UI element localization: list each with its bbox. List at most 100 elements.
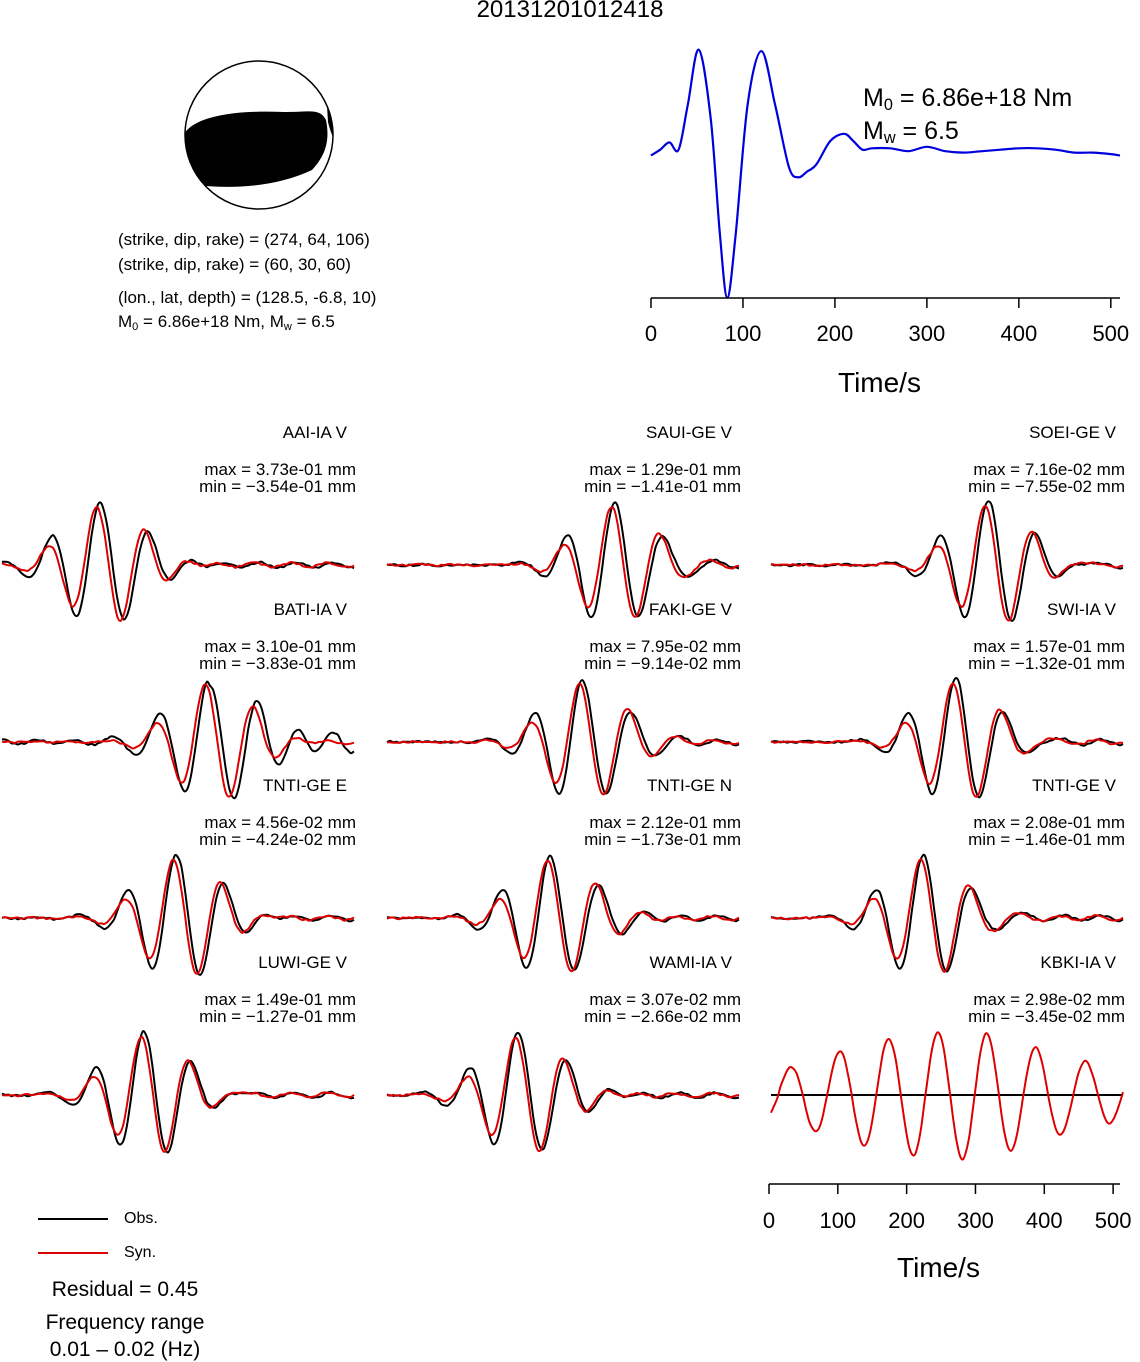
beachball-compression (185, 111, 328, 187)
stf-tick-label: 400 (1000, 321, 1037, 346)
stf-tick-label: 100 (725, 321, 762, 346)
beachball-outline (184, 60, 334, 210)
stf-mw-prefix: M (863, 117, 884, 145)
legend-lines (38, 1218, 108, 1254)
observed-trace (1, 680, 355, 800)
station-label: SAUI-GE V (646, 423, 733, 442)
legend-syn-label: Syn. (124, 1244, 157, 1261)
stf-mw-value: = 6.5 (895, 117, 959, 145)
stf-mw-label: Mw = 6.5 (863, 117, 959, 146)
min-amplitude-label: min = −9.14e-02 mm (584, 654, 741, 673)
moment-value: = 6.86e+18 Nm, M (138, 312, 284, 331)
min-amplitude-label: min = −7.55e-02 mm (968, 477, 1125, 496)
wave-x-label: Time/s (897, 1252, 980, 1283)
min-amplitude-label: min = −1.73e-01 mm (584, 830, 741, 849)
synthetic-trace (386, 1036, 740, 1153)
synthetic-trace (386, 682, 740, 796)
moment-sub: 0 (132, 320, 139, 333)
observed-trace (386, 1031, 740, 1151)
event-moment: M0 = 6.86e+18 Nm, Mw = 6.5 (118, 312, 335, 332)
wave-tick-label: 0 (763, 1208, 775, 1230)
station-label: SWI-IA V (1047, 600, 1117, 619)
station-label: WAMI-IA V (650, 953, 733, 972)
max-amplitude-label: max = 2.08e-01 mm (973, 813, 1125, 832)
synthetic-trace (1, 858, 355, 975)
max-amplitude-label: max = 1.57e-01 mm (973, 637, 1125, 656)
wave-tick-label: 100 (819, 1208, 856, 1230)
station-label: BATI-IA V (274, 600, 348, 619)
min-amplitude-label: min = −1.27e-01 mm (199, 1007, 356, 1026)
min-amplitude-label: min = −1.41e-01 mm (584, 477, 741, 496)
stf-m0-sub: 0 (883, 96, 893, 115)
max-amplitude-label: max = 4.56e-02 mm (204, 813, 356, 832)
max-amplitude-label: max = 3.07e-02 mm (589, 990, 741, 1009)
min-amplitude-label: min = −2.66e-02 mm (584, 1007, 741, 1026)
mw-sub: w (283, 320, 292, 333)
max-amplitude-label: max = 1.29e-01 mm (589, 460, 741, 479)
synthetic-trace (770, 1031, 1124, 1161)
max-amplitude-label: max = 2.98e-02 mm (973, 990, 1125, 1009)
wave-tick-label: 400 (1026, 1208, 1063, 1230)
wave-tick-label: 300 (957, 1208, 994, 1230)
stf-x-label: Time/s (838, 367, 921, 398)
stf-m0-prefix: M (863, 84, 884, 112)
nodal-plane-2: (strike, dip, rake) = (60, 30, 60) (118, 255, 351, 274)
stf-ticks: 0 100 200 300 400 500 (645, 298, 1129, 346)
min-amplitude-label: min = −1.46e-01 mm (968, 830, 1125, 849)
max-amplitude-label: max = 3.73e-01 mm (204, 460, 356, 479)
synthetic-trace (770, 504, 1124, 622)
stf-tick-label: 500 (1092, 321, 1129, 346)
min-amplitude-label: min = −3.54e-01 mm (199, 477, 356, 496)
min-amplitude-label: min = −3.45e-02 mm (968, 1007, 1125, 1026)
stf-tick-label: 0 (645, 321, 657, 346)
frequency-value: 0.01 – 0.02 (Hz) (49, 1338, 201, 1361)
residual-label: Residual = 0.45 (51, 1278, 199, 1301)
station-label: KBKI-IA V (1040, 953, 1116, 972)
max-amplitude-label: max = 3.10e-01 mm (204, 637, 356, 656)
wave-tick-label: 500 (1095, 1208, 1132, 1230)
station-label: FAKI-GE V (649, 600, 733, 619)
frequency-label: Frequency range (45, 1311, 205, 1334)
source-time-function-chart: 0 100 200 300 400 500 (645, 48, 1129, 346)
stf-mw-sub: w (883, 129, 896, 148)
synthetic-trace (1, 683, 355, 798)
max-amplitude-label: max = 7.16e-02 mm (973, 460, 1125, 479)
page-title: 20131201012418 (476, 0, 664, 23)
moment-prefix: M (118, 312, 133, 331)
observed-trace (770, 853, 1124, 973)
station-label: TNTI-GE N (647, 776, 732, 795)
stf-tick-label: 200 (817, 321, 854, 346)
event-location: (lon., lat, depth) = (128.5, -6.8, 10) (118, 288, 377, 307)
stf-moment-label: M0 = 6.86e+18 Nm (863, 84, 1072, 113)
min-amplitude-label: min = −3.83e-01 mm (199, 654, 356, 673)
min-amplitude-label: min = −4.24e-02 mm (199, 830, 356, 849)
station-label: TNTI-GE V (1032, 776, 1117, 795)
synthetic-trace (770, 682, 1124, 798)
beachball-diagram (184, 60, 334, 210)
synthetic-trace (386, 506, 740, 618)
stf-tick-label: 300 (909, 321, 946, 346)
wave-tick-label: 200 (888, 1208, 925, 1230)
station-label: AAI-IA V (283, 423, 348, 442)
nodal-plane-1: (strike, dip, rake) = (274, 64, 106) (118, 230, 370, 249)
mw-value: = 6.5 (291, 312, 335, 331)
station-label: TNTI-GE E (263, 776, 347, 795)
station-label: SOEI-GE V (1029, 423, 1117, 442)
synthetic-trace (1, 1035, 355, 1153)
station-label: LUWI-GE V (258, 953, 347, 972)
min-amplitude-label: min = −1.32e-01 mm (968, 654, 1125, 673)
wave-ticks: 0 100 200 300 400 500 (763, 1184, 1132, 1230)
stf-line (650, 48, 1121, 299)
